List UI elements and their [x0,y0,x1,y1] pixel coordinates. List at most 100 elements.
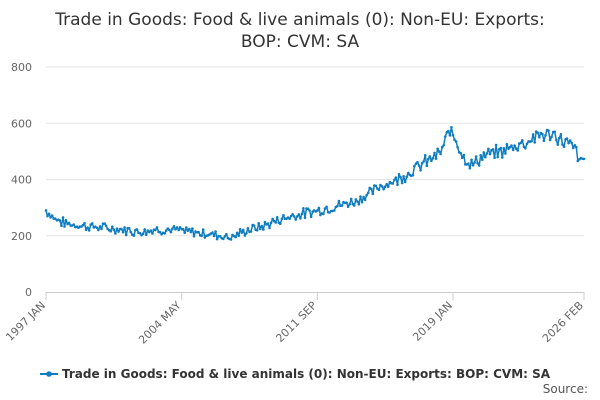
data-point[interactable] [450,126,453,129]
data-point[interactable] [212,234,216,238]
data-point[interactable] [348,202,352,206]
data-point[interactable] [451,133,455,137]
data-point[interactable] [582,157,586,161]
data-point[interactable] [124,233,128,237]
data-point[interactable] [337,199,341,203]
data-point[interactable] [555,138,558,142]
data-point[interactable] [266,222,270,225]
data-point[interactable] [444,135,447,138]
data-point[interactable] [164,229,168,232]
data-point[interactable] [100,227,103,231]
data-point[interactable] [280,217,284,221]
data-point[interactable] [317,206,321,210]
legend-label[interactable]: Trade in Goods: Food & live animals (0):… [62,367,551,381]
data-point[interactable] [53,217,57,220]
data-point[interactable] [84,228,88,232]
data-point[interactable] [453,138,456,141]
data-point[interactable] [249,230,253,233]
data-point[interactable] [562,145,566,148]
data-point[interactable] [103,222,106,225]
data-point[interactable] [571,146,575,150]
data-point[interactable] [419,169,422,172]
data-point[interactable] [556,143,560,146]
data-point[interactable] [215,237,219,241]
data-point[interactable] [46,214,49,218]
data-point[interactable] [354,198,358,201]
data-point[interactable] [519,141,523,145]
data-point[interactable] [357,202,361,206]
data-point[interactable] [558,136,561,140]
data-point[interactable] [188,227,191,231]
data-point[interactable] [433,151,436,155]
data-point[interactable] [363,198,367,202]
data-point[interactable] [191,227,194,230]
data-point[interactable] [467,162,470,165]
data-point[interactable] [60,224,63,227]
data-point[interactable] [288,217,291,220]
data-point[interactable] [448,134,452,137]
data-point[interactable] [58,219,62,222]
data-point[interactable] [491,148,495,151]
data-point[interactable] [255,229,259,232]
data-point[interactable] [504,152,507,155]
data-point[interactable] [302,207,305,210]
data-point[interactable] [201,228,205,231]
data-point[interactable] [470,158,473,162]
data-point[interactable] [434,157,438,160]
data-point[interactable] [90,222,94,225]
data-point[interactable] [425,164,429,168]
data-point[interactable] [185,226,188,229]
data-point[interactable] [430,159,433,163]
data-point[interactable] [81,223,85,227]
data-point[interactable] [422,160,426,163]
data-point[interactable] [149,229,153,232]
data-point[interactable] [416,160,419,164]
data-point[interactable] [394,176,398,179]
data-point[interactable] [189,230,193,234]
data-point[interactable] [214,230,217,233]
data-point[interactable] [477,164,481,167]
data-point[interactable] [269,221,273,225]
data-point[interactable] [132,234,136,237]
data-point[interactable] [111,225,114,228]
data-point[interactable] [155,226,159,229]
data-point[interactable] [229,238,233,241]
data-point[interactable] [257,222,261,225]
data-point[interactable] [423,154,427,157]
data-point[interactable] [44,209,48,212]
data-point[interactable] [473,161,476,164]
data-point[interactable] [291,213,294,216]
data-point[interactable] [222,237,225,241]
data-point[interactable] [442,144,446,147]
data-point[interactable] [109,229,112,233]
data-point[interactable] [496,155,500,159]
data-point[interactable] [370,187,373,191]
data-point[interactable] [553,130,556,134]
data-point[interactable] [362,195,365,199]
data-point[interactable] [377,188,381,192]
data-point[interactable] [420,162,424,165]
data-point[interactable] [275,216,279,219]
data-point[interactable] [223,235,227,238]
data-point[interactable] [567,141,570,145]
data-point[interactable] [393,178,396,182]
data-point[interactable] [300,212,304,216]
data-point[interactable] [192,235,196,238]
data-point[interactable] [274,221,278,224]
data-point[interactable] [127,227,131,230]
data-point[interactable] [533,141,536,144]
data-point[interactable] [399,176,402,179]
data-point[interactable] [502,147,506,150]
data-point[interactable] [306,207,310,211]
legend[interactable]: Trade in Goods: Food & live animals (0):… [40,367,551,381]
data-point[interactable] [61,216,65,219]
data-point[interactable] [282,214,285,217]
data-point[interactable] [47,212,51,216]
data-point[interactable] [511,148,515,152]
data-point[interactable] [289,214,293,218]
data-point[interactable] [397,173,401,176]
data-point[interactable] [525,142,529,146]
data-point[interactable] [322,212,325,216]
data-point[interactable] [482,151,486,154]
data-point[interactable] [380,185,384,188]
